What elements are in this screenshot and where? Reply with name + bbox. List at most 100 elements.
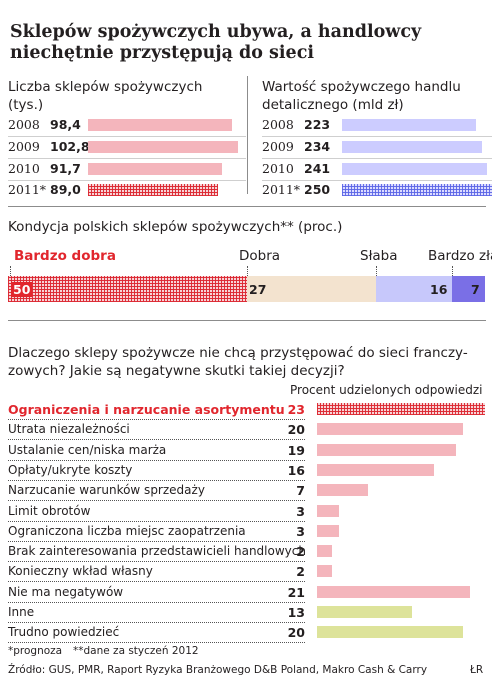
- reason-label: Ograniczenia i narzucanie asortymentu: [8, 402, 285, 417]
- leader-line: [8, 500, 305, 501]
- reason-label: Trudno powiedzieć: [8, 625, 120, 639]
- leader-line: [8, 602, 305, 603]
- reason-bar: [317, 626, 463, 638]
- column-divider: [247, 76, 248, 194]
- reason-value: 20: [287, 422, 305, 437]
- reason-bar: [317, 505, 339, 517]
- leader-line: [8, 419, 305, 420]
- row-divider: [8, 158, 246, 159]
- reason-value: 2: [296, 564, 305, 579]
- footnote-date: **dane za styczeń 2012: [73, 645, 199, 657]
- reason-label: Opłaty/ukryte koszty: [8, 463, 133, 477]
- bar: [88, 141, 238, 153]
- source-note: Źródło: GUS, PMR, Raport Ryzyka Branżowe…: [8, 664, 428, 676]
- leader-line: [8, 480, 305, 481]
- reason-label: Ustalanie cen/niska marża: [8, 443, 167, 457]
- value-label: 91,7: [50, 161, 81, 176]
- reason-bar: [317, 606, 412, 618]
- condition-chart-title: Kondycja polskich sklepów spożywczych** …: [8, 219, 343, 235]
- value-label: 89,0: [50, 182, 81, 197]
- year-label: 2010: [8, 161, 40, 176]
- reason-value: 2: [296, 544, 305, 559]
- reason-bar: [317, 565, 332, 577]
- reason-value: 23: [287, 402, 305, 417]
- reason-bar: [317, 444, 456, 456]
- reason-value: 20: [287, 625, 305, 640]
- row-divider: [8, 136, 246, 137]
- year-label: 2010: [262, 161, 294, 176]
- bar: [342, 163, 487, 175]
- value-label: 241: [304, 161, 331, 176]
- reasons-chart-title: Dlaczego sklepy spożywcze nie chcą przys…: [8, 345, 468, 379]
- reason-bar: [317, 586, 470, 598]
- year-label: 2011*: [262, 182, 301, 197]
- reason-value: 21: [287, 585, 305, 600]
- bar: [342, 184, 492, 196]
- reason-bar: [317, 403, 485, 415]
- leader-line: [8, 439, 305, 440]
- leader-line: [8, 541, 305, 542]
- author-credit: ŁR: [470, 664, 484, 676]
- bar: [342, 141, 482, 153]
- reason-bar: [317, 423, 463, 435]
- reason-label: Utrata niezależności: [8, 422, 130, 436]
- segment-value: 50: [11, 282, 33, 297]
- reason-label: Inne: [8, 605, 35, 619]
- year-label: 2008: [8, 117, 40, 132]
- reason-value: 13: [287, 605, 305, 620]
- sales-chart-title: Wartość spożywczego handlu detalicznego …: [262, 79, 461, 113]
- reason-value: 3: [296, 524, 305, 539]
- reason-label: Konieczny wkład własny: [8, 564, 153, 578]
- tick: [376, 266, 377, 276]
- segment-name: Bardzo dobra: [14, 248, 116, 264]
- footnote-forecast: *prognoza: [8, 645, 63, 657]
- divider-1: [8, 206, 486, 207]
- year-label: 2009: [8, 139, 40, 154]
- tick: [247, 266, 248, 276]
- reason-value: 19: [287, 443, 305, 458]
- value-label: 250: [304, 182, 331, 197]
- leader-line: [8, 460, 305, 461]
- bar: [88, 163, 222, 175]
- segment-name: Słaba: [360, 248, 398, 264]
- segment-value: 16: [430, 282, 448, 297]
- value-label: 102,8: [50, 139, 90, 154]
- leader-line: [8, 561, 305, 562]
- bar: [342, 119, 476, 131]
- reason-value: 7: [296, 483, 305, 498]
- value-label: 234: [304, 139, 331, 154]
- reason-label: Narzucanie warunków sprzedaży: [8, 483, 205, 497]
- bar: [88, 184, 218, 196]
- segment-słaba: [376, 276, 452, 302]
- bar: [88, 119, 232, 131]
- value-axis-label: Procent udzielonych odpowiedzi: [290, 383, 483, 397]
- reason-label: Brak zainteresowania przedstawicieli han…: [8, 544, 306, 558]
- reason-label: Ograniczona liczba miejsc zaopatrzenia: [8, 524, 246, 538]
- divider-2: [8, 320, 486, 321]
- leader-line: [8, 642, 305, 643]
- segment-value: 27: [249, 282, 267, 297]
- reason-label: Nie ma negatywów: [8, 585, 124, 599]
- reason-value: 3: [296, 504, 305, 519]
- reason-bar: [317, 525, 339, 537]
- reason-bar: [317, 545, 332, 557]
- reason-bar: [317, 484, 368, 496]
- page-title: Sklepów spożywczych ubywa, a handlowcy n…: [10, 22, 422, 63]
- row-divider: [8, 180, 246, 181]
- segment-value: 7: [471, 282, 480, 297]
- segment-dobra: [247, 276, 376, 302]
- tick: [452, 266, 453, 276]
- row-divider: [262, 180, 492, 181]
- segment-bardzo-zła: [452, 276, 485, 302]
- year-label: 2008: [262, 117, 294, 132]
- value-label: 98,4: [50, 117, 81, 132]
- segment-bardzo-dobra: [8, 276, 247, 302]
- reason-bar: [317, 464, 434, 476]
- value-label: 223: [304, 117, 331, 132]
- reason-label: Limit obrotów: [8, 504, 91, 518]
- shops-chart-title: Liczba sklepów spożywczych (tys.): [8, 79, 203, 113]
- year-label: 2009: [262, 139, 294, 154]
- leader-line: [8, 622, 305, 623]
- tick: [10, 266, 11, 276]
- segment-name: Dobra: [239, 248, 281, 264]
